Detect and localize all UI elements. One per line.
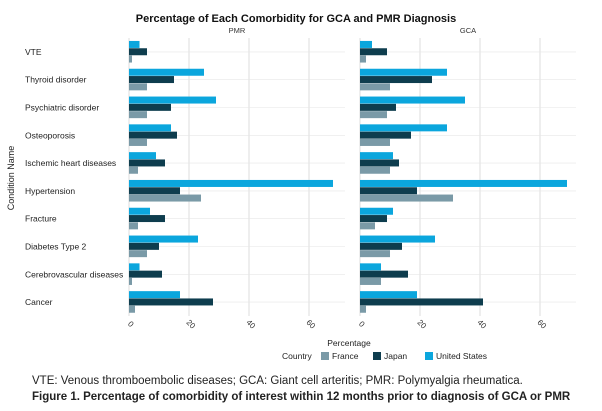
y-category-label: Thyroid disorder xyxy=(25,75,87,85)
bar-pmr-france xyxy=(129,222,138,230)
chart-title: Percentage of Each Comorbidity for GCA a… xyxy=(136,13,456,25)
bar-pmr-japan xyxy=(129,215,165,223)
y-category-label: Ischemic heart diseases xyxy=(25,158,116,168)
bar-pmr-united-states xyxy=(129,96,216,104)
panel-title: PMR xyxy=(229,26,246,35)
bar-gca-france xyxy=(360,194,453,202)
bar-gca-france xyxy=(360,222,375,230)
bar-pmr-united-states xyxy=(129,291,180,299)
bar-gca-japan xyxy=(360,103,396,111)
legend-label: France xyxy=(332,351,359,361)
bar-pmr-france xyxy=(129,250,147,258)
bar-pmr-united-states xyxy=(129,68,204,76)
bar-pmr-united-states xyxy=(129,124,171,132)
bar-pmr-france xyxy=(129,111,147,119)
x-tick-label: 0 xyxy=(357,319,367,329)
figure-caption: Figure 1. Percentage of comorbidity of i… xyxy=(32,391,571,403)
x-tick-label: 60 xyxy=(304,318,317,331)
y-axis-label: Condition Name xyxy=(6,146,16,211)
legend-label: Japan xyxy=(384,351,407,361)
bar-gca-united-states xyxy=(360,40,372,48)
bar-gca-france xyxy=(360,55,366,63)
bar-gca-japan xyxy=(360,131,411,139)
x-tick-label: 60 xyxy=(535,318,548,331)
legend-swatch-japan xyxy=(373,352,381,360)
bar-pmr-japan xyxy=(129,270,162,278)
bar-gca-japan xyxy=(360,48,387,56)
bar-pmr-japan xyxy=(129,298,213,306)
bar-pmr-france xyxy=(129,166,138,174)
bar-pmr-france xyxy=(129,55,132,63)
bar-pmr-united-states xyxy=(129,235,198,243)
bar-pmr-france xyxy=(129,83,147,91)
panels-layer: PMR 0 20 40 60 GCA 0 20 40 60 VTE Thyroid disorder P… xyxy=(25,26,576,331)
bar-gca-japan xyxy=(360,76,432,84)
panel-pmr: PMR 0 20 40 60 xyxy=(126,26,345,331)
bar-pmr-france xyxy=(129,194,201,202)
bar-pmr-japan xyxy=(129,103,171,111)
bar-pmr-united-states xyxy=(129,263,140,271)
y-category-label: Cerebrovascular diseases xyxy=(25,269,123,279)
bar-gca-united-states xyxy=(360,152,393,160)
bar-pmr-japan xyxy=(129,159,165,167)
x-tick-label: 0 xyxy=(126,319,136,329)
x-axis-label: Percentage xyxy=(327,338,371,348)
bar-gca-france xyxy=(360,138,390,146)
y-category-label: Diabetes Type 2 xyxy=(25,242,87,252)
bar-pmr-france xyxy=(129,138,147,146)
bar-pmr-japan xyxy=(129,48,147,56)
panel-title: GCA xyxy=(460,26,476,35)
bar-gca-japan xyxy=(360,270,408,278)
bar-gca-japan xyxy=(360,159,399,167)
y-category-label: Psychiatric disorder xyxy=(25,103,99,113)
bar-pmr-japan xyxy=(129,76,174,84)
legend-label: United States xyxy=(436,351,487,361)
bar-pmr-france xyxy=(129,305,135,313)
bar-pmr-japan xyxy=(129,131,177,139)
caption-abbreviations: VTE: Venous thromboembolic diseases; GCA… xyxy=(32,375,523,387)
bar-pmr-united-states xyxy=(129,179,333,187)
bar-gca-united-states xyxy=(360,68,447,76)
y-category-label: Hypertension xyxy=(25,186,75,196)
bar-gca-japan xyxy=(360,187,417,195)
bar-pmr-japan xyxy=(129,242,159,250)
legend: Country France Japan United States xyxy=(282,351,487,361)
bar-gca-united-states xyxy=(360,207,393,215)
bar-pmr-france xyxy=(129,277,132,285)
x-tick-label: 40 xyxy=(475,318,488,331)
bar-gca-japan xyxy=(360,298,483,306)
bar-gca-france xyxy=(360,166,390,174)
panel-gca: GCA 0 20 40 60 xyxy=(357,26,576,331)
bar-gca-japan xyxy=(360,242,402,250)
bar-gca-united-states xyxy=(360,235,435,243)
legend-swatch-france xyxy=(321,352,329,360)
bar-gca-japan xyxy=(360,215,387,223)
bar-pmr-japan xyxy=(129,187,180,195)
bar-gca-united-states xyxy=(360,263,381,271)
bar-gca-united-states xyxy=(360,96,465,104)
y-category-label: Osteoporosis xyxy=(25,130,75,140)
bar-gca-france xyxy=(360,83,390,91)
bar-gca-france xyxy=(360,111,387,119)
bar-gca-united-states xyxy=(360,179,567,187)
bar-pmr-united-states xyxy=(129,207,150,215)
y-category-label: Fracture xyxy=(25,214,57,224)
bar-gca-united-states xyxy=(360,291,417,299)
bar-gca-france xyxy=(360,305,366,313)
bar-gca-france xyxy=(360,277,381,285)
bar-gca-france xyxy=(360,250,390,258)
x-tick-label: 40 xyxy=(244,318,257,331)
legend-swatch-united-states xyxy=(425,352,433,360)
y-category-label: VTE xyxy=(25,47,42,57)
y-category-label: Cancer xyxy=(25,297,53,307)
bar-gca-united-states xyxy=(360,124,447,132)
bar-pmr-united-states xyxy=(129,152,156,160)
bar-pmr-united-states xyxy=(129,40,140,48)
legend-title: Country xyxy=(282,351,313,361)
x-tick-label: 20 xyxy=(415,318,428,331)
x-tick-label: 20 xyxy=(184,318,197,331)
